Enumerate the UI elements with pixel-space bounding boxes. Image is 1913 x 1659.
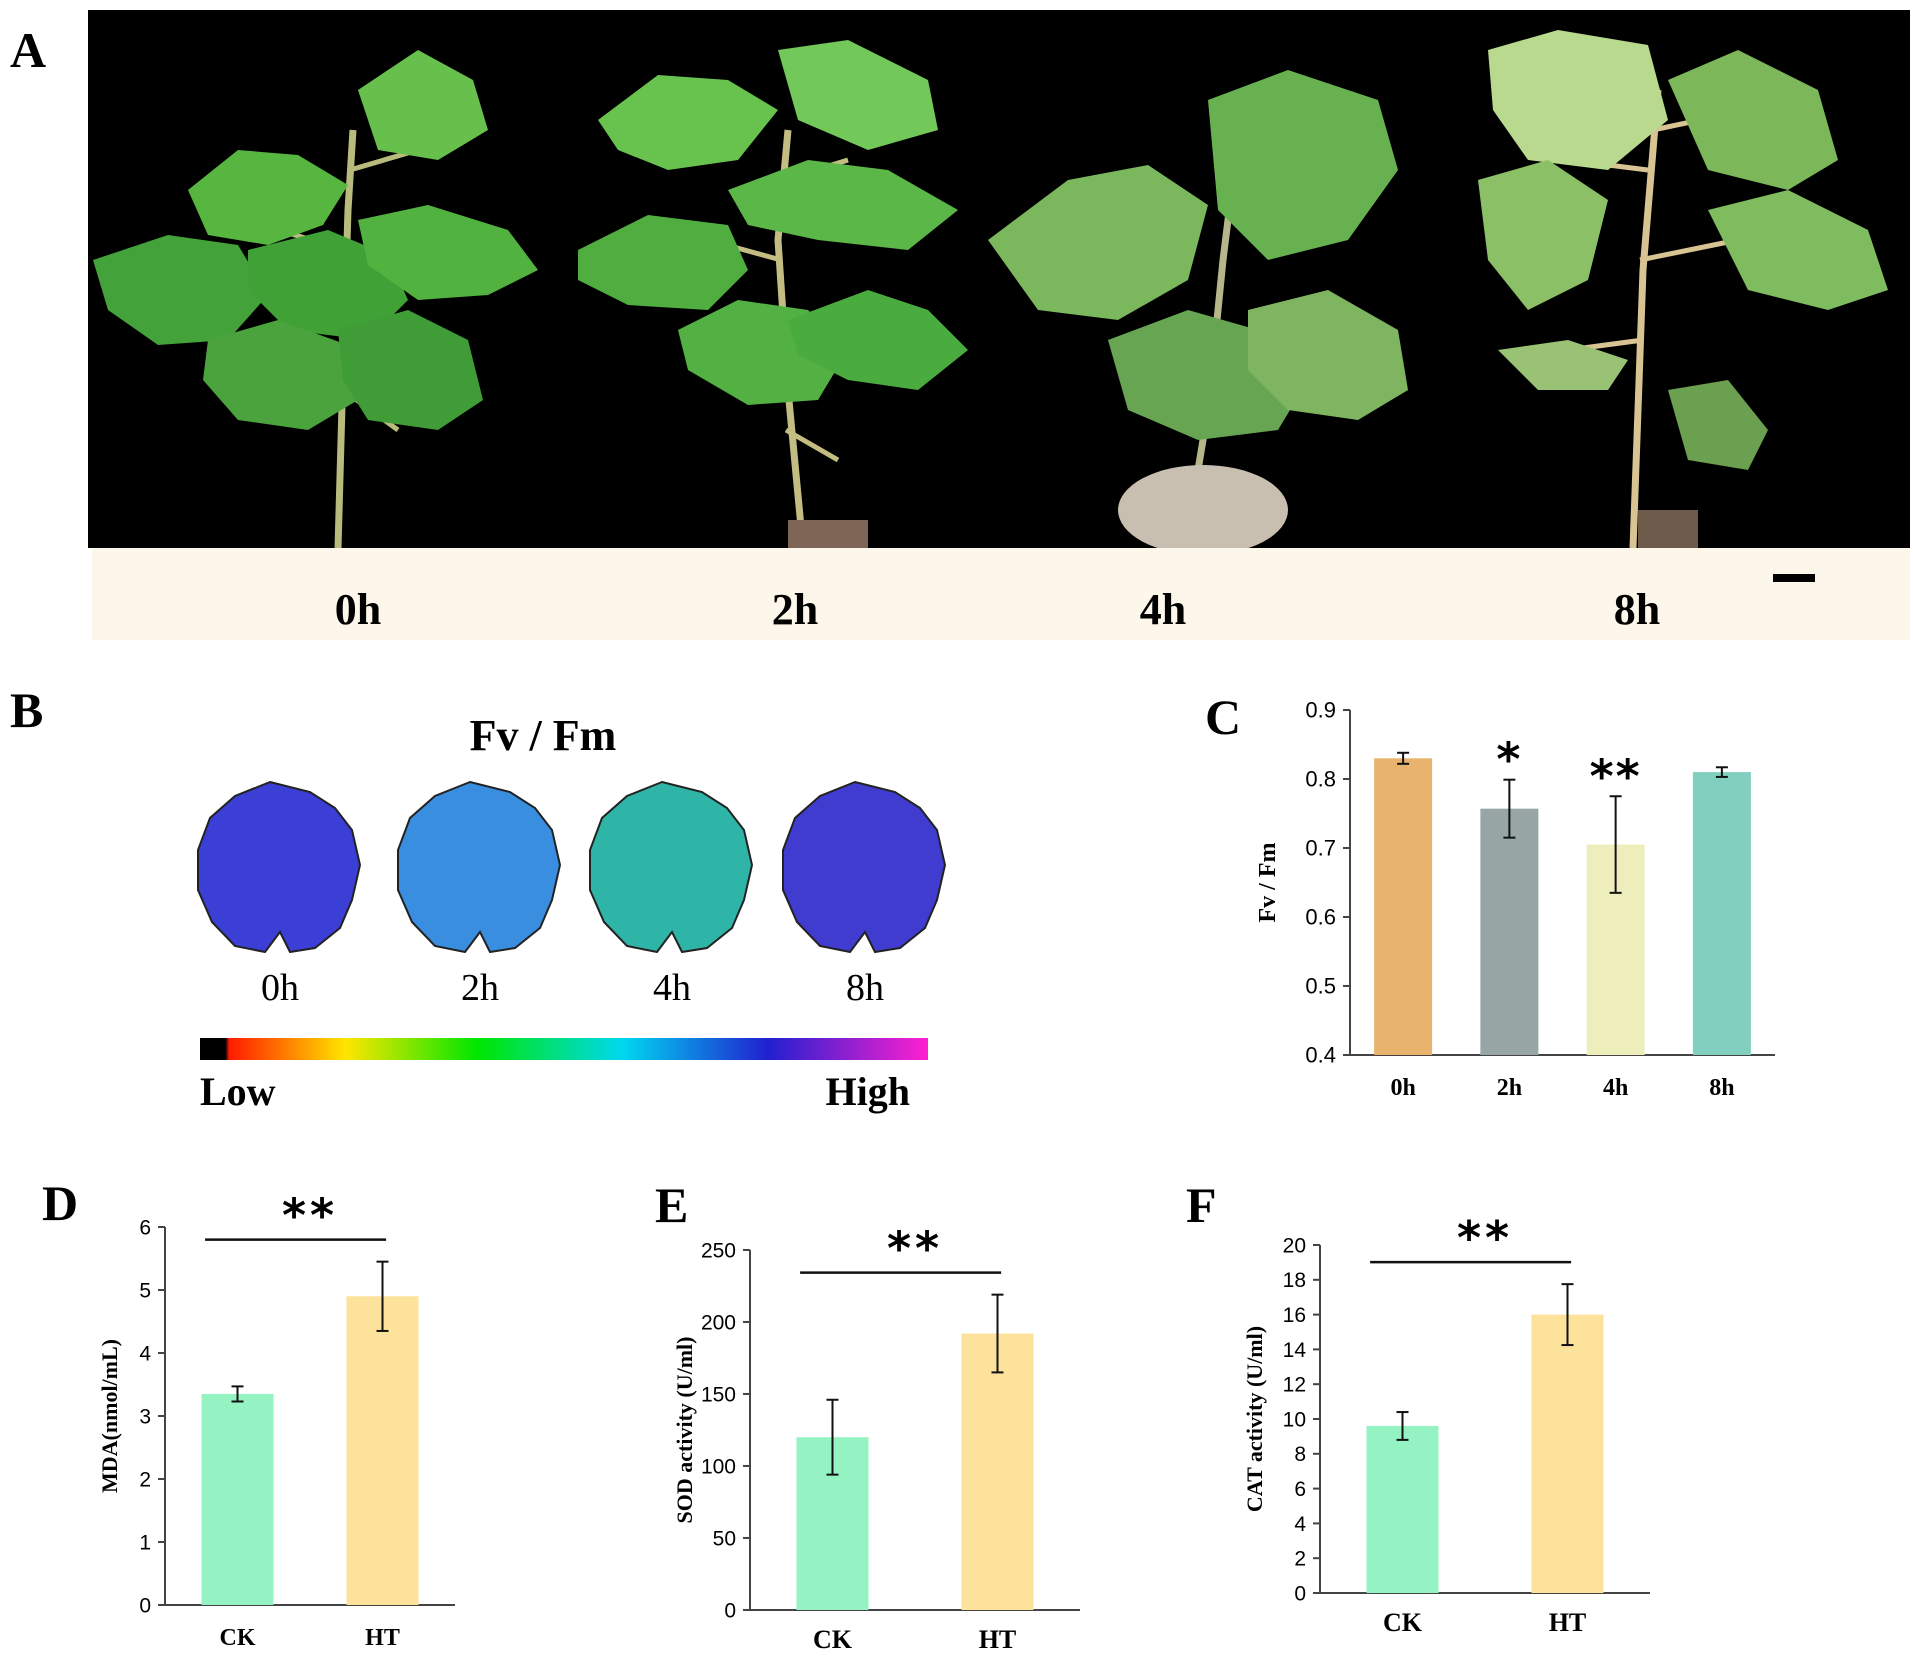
y-tick-label: 0.4 <box>1305 1043 1336 1068</box>
x-tick-label-HT: HT <box>979 1625 1017 1654</box>
time-label-8h: 8h <box>1613 585 1661 634</box>
bar-CK <box>1366 1425 1439 1593</box>
time-label-0h: 0h <box>334 585 382 634</box>
y-tick-label: 0.7 <box>1305 836 1336 861</box>
panel-letter-f: F <box>1186 1177 1217 1233</box>
plant-8h <box>1478 30 1888 548</box>
y-tick-label: 6 <box>1294 1478 1306 1501</box>
leaf-label-2h: 2h <box>461 967 499 1009</box>
chart-cat: 0 2 4 6 8 10 12 14 16 18 20 CAT activity (U/ml) CK HT… <box>1242 1211 1650 1637</box>
y-tick-label: 0.8 <box>1305 767 1336 792</box>
y-tick-label: 8 <box>1294 1443 1306 1466</box>
leaf-label-8h: 8h <box>846 967 884 1009</box>
x-tick-label-HT: HT <box>1549 1608 1587 1637</box>
x-tick-label-8h: 8h <box>1709 1075 1734 1101</box>
leaf-4h <box>589 780 754 954</box>
fluorescence-title: Fv / Fm <box>470 711 617 760</box>
x-tick-label-2h: 2h <box>1497 1075 1522 1101</box>
x-tick-label-CK: CK <box>1383 1608 1423 1637</box>
leaf-8h <box>782 780 947 954</box>
y-tick-label: 200 <box>701 1311 736 1334</box>
y-tick-label: 2 <box>139 1468 151 1491</box>
y-tick-label: 150 <box>701 1383 736 1406</box>
y-axis-label: CAT activity (U/ml) <box>1242 1326 1267 1512</box>
y-axis-label: MDA(nmol/mL) <box>97 1339 122 1493</box>
grapevine-plants-photo <box>88 10 1910 548</box>
y-tick-label: 4 <box>139 1342 151 1365</box>
y-tick-label: 0.6 <box>1305 905 1336 930</box>
x-tick-label-CK: CK <box>813 1625 853 1654</box>
y-tick-label: 0.9 <box>1305 698 1336 723</box>
time-label-strip <box>92 548 1910 640</box>
significance-label: ** <box>282 1189 338 1243</box>
chart-mda: 0 1 2 3 4 5 6 MDA(nmol/mL) CK HT ** <box>97 1189 455 1651</box>
significance-label: ** <box>887 1222 943 1276</box>
x-tick-label-CK: CK <box>220 1625 256 1651</box>
significance-2h: * <box>1496 733 1522 787</box>
y-tick-label: 0 <box>139 1594 151 1617</box>
fluorescence-leaves: 0h 2h 4h 8h <box>197 780 947 1009</box>
bar-0h <box>1374 758 1433 1055</box>
y-tick-label: 14 <box>1283 1339 1307 1362</box>
y-tick-label: 100 <box>701 1455 736 1478</box>
x-tick-label-0h: 0h <box>1390 1075 1415 1101</box>
y-tick-label: 50 <box>713 1527 736 1550</box>
leaf-label-0h: 0h <box>261 967 299 1009</box>
y-tick-label: 1 <box>139 1531 151 1554</box>
y-tick-label: 20 <box>1283 1234 1306 1257</box>
y-axis-label: SOD activity (U/ml) <box>672 1337 697 1524</box>
y-tick-label: 5 <box>139 1279 151 1302</box>
chart-sod: 0 50 100 150 200 250 SOD activity (U/ml) CK HT ** <box>672 1222 1080 1654</box>
fluorescence-color-scale <box>200 1038 928 1060</box>
plant-2h <box>578 40 968 548</box>
y-tick-label: 4 <box>1294 1513 1306 1536</box>
leaf-0h <box>197 780 362 954</box>
panel-letter-e: E <box>655 1177 689 1233</box>
panel-letter-b: B <box>10 682 44 738</box>
fluorescence-panel: Fv / Fm 0h 2h 4h 8h Low High <box>197 711 947 1114</box>
y-tick-label: 250 <box>701 1239 736 1262</box>
y-tick-label: 10 <box>1283 1408 1306 1431</box>
scale-bar <box>1773 574 1815 582</box>
time-label-2h: 2h <box>771 585 819 634</box>
y-tick-label: 12 <box>1283 1374 1306 1397</box>
significance-4h: ** <box>1590 749 1642 803</box>
time-label-4h: 4h <box>1139 585 1187 634</box>
bar-HT <box>346 1296 419 1605</box>
panel-letter-a: A <box>10 22 47 78</box>
y-axis-label: Fv / Fm <box>1255 843 1281 923</box>
y-tick-label: 0.5 <box>1305 974 1336 999</box>
y-tick-label: 18 <box>1283 1269 1306 1292</box>
y-tick-label: 0 <box>724 1599 736 1622</box>
chart-fv-fm: 0.4 0.5 0.6 0.7 0.8 0.9 Fv / Fm 0h 2h * 4h ** 8h <box>1255 698 1775 1101</box>
plant-4h <box>988 70 1408 548</box>
panel-letter-c: C <box>1205 689 1242 745</box>
y-tick-label: 6 <box>139 1216 151 1239</box>
significance-label: ** <box>1457 1211 1513 1265</box>
y-tick-label: 2 <box>1294 1548 1306 1571</box>
plant-0h <box>93 50 538 548</box>
scale-high-label: High <box>826 1069 910 1114</box>
bar-2h <box>1480 808 1539 1055</box>
bar-HT <box>1531 1314 1604 1593</box>
scale-low-label: Low <box>200 1069 276 1114</box>
x-tick-label-HT: HT <box>365 1625 400 1651</box>
bar-HT <box>961 1333 1034 1610</box>
leaf-label-4h: 4h <box>653 967 691 1009</box>
y-tick-label: 0 <box>1294 1582 1306 1605</box>
y-tick-label: 16 <box>1283 1304 1306 1327</box>
bar-CK <box>201 1393 274 1605</box>
x-tick-label-4h: 4h <box>1603 1075 1628 1101</box>
bar-8h <box>1692 772 1751 1055</box>
leaf-2h <box>397 780 562 954</box>
y-tick-label: 3 <box>139 1405 151 1428</box>
panel-letter-d: D <box>42 1175 79 1231</box>
